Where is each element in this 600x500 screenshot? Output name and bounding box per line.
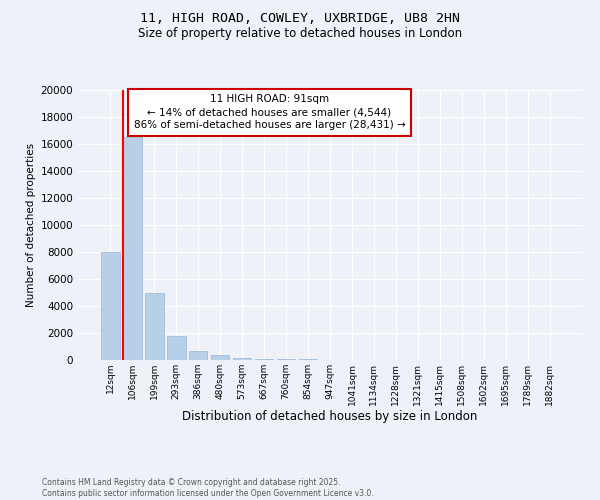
Bar [189, 350, 208, 360]
Bar [101, 252, 119, 360]
Bar [211, 356, 229, 360]
Bar [255, 358, 274, 360]
Bar [233, 358, 251, 360]
X-axis label: Distribution of detached houses by size in London: Distribution of detached houses by size … [182, 410, 478, 424]
Y-axis label: Number of detached properties: Number of detached properties [26, 143, 36, 307]
Text: 11, HIGH ROAD, COWLEY, UXBRIDGE, UB8 2HN: 11, HIGH ROAD, COWLEY, UXBRIDGE, UB8 2HN [140, 12, 460, 26]
Text: Size of property relative to detached houses in London: Size of property relative to detached ho… [138, 28, 462, 40]
Text: 11 HIGH ROAD: 91sqm
← 14% of detached houses are smaller (4,544)
86% of semi-det: 11 HIGH ROAD: 91sqm ← 14% of detached ho… [134, 94, 406, 130]
Bar [145, 292, 164, 360]
Text: Contains HM Land Registry data © Crown copyright and database right 2025.
Contai: Contains HM Land Registry data © Crown c… [42, 478, 374, 498]
Bar [167, 336, 185, 360]
Bar [123, 137, 142, 360]
Bar [277, 359, 295, 360]
